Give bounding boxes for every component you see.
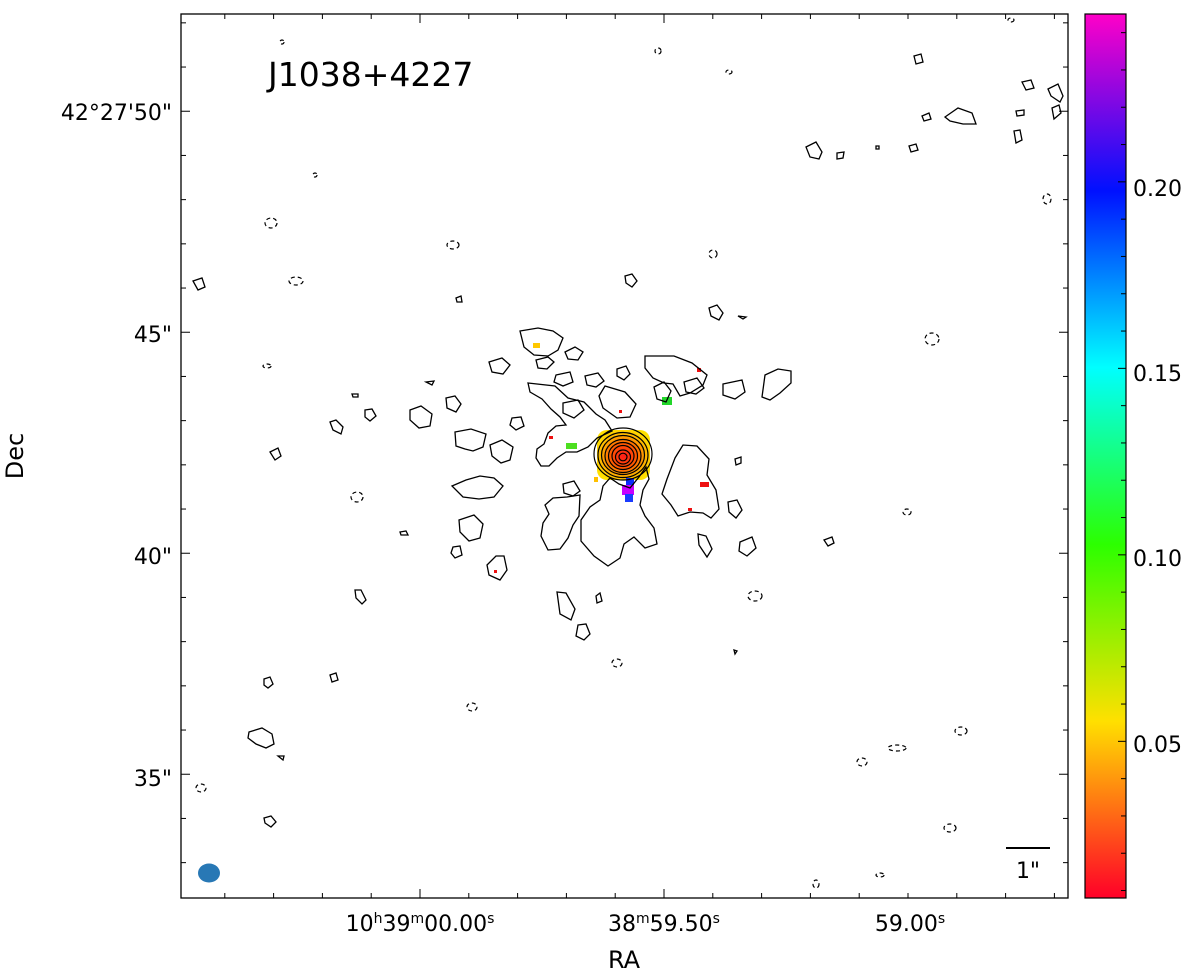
colorbar-frame: [1084, 13, 1127, 899]
x-axis-label: RA: [608, 946, 641, 974]
pixel: [619, 410, 622, 413]
pixel: [494, 570, 497, 573]
colorbar-tick-label: 0.05: [1133, 733, 1182, 758]
pixel: [700, 482, 709, 487]
axis-ticks: [181, 14, 1068, 898]
colorbar-tick-label: 0.20: [1133, 177, 1182, 202]
y-tick-label: 42°27'50": [61, 101, 172, 126]
scale-bar: 1": [1006, 847, 1050, 884]
pixel: [697, 368, 701, 372]
x-tick-label: 38m59.50s: [608, 911, 720, 937]
colorbar-gradient: [1085, 14, 1126, 898]
pixel: [566, 443, 577, 449]
pixel: [533, 343, 540, 348]
y-tick-label: 35": [134, 767, 172, 792]
jet-pixel: [626, 478, 634, 486]
map-area: 1" J1038+4227: [192, 17, 1064, 889]
positive-contours: [192, 53, 1064, 828]
colorbar-ticks: [1118, 32, 1126, 892]
beam-ellipse: [198, 863, 220, 883]
pixel: [549, 436, 553, 439]
pixel: [594, 477, 598, 482]
y-axis-label: Dec: [1, 433, 29, 479]
jet-pixel: [625, 494, 633, 502]
colorbar-tick-label: 0.10: [1133, 547, 1182, 572]
colorbar-tick-label: 0.15: [1133, 362, 1182, 387]
negative-contours: [195, 17, 1052, 889]
y-tick-label: 45": [134, 323, 172, 348]
scale-bar-label: 1": [1016, 859, 1040, 884]
chart-title: J1038+4227: [266, 55, 473, 94]
y-tick-label: 40": [134, 545, 172, 570]
colorbar-tick-labels: 0.05 0.10 0.15 0.20: [1133, 177, 1182, 758]
y-tick-labels: 42°27'50" 45" 40" 35": [61, 101, 172, 792]
jet-pixel: [622, 485, 634, 495]
plot-frame: [180, 13, 1069, 899]
core-contours: [593, 427, 653, 481]
colorbar: 0.05 0.10 0.15 0.20: [1084, 13, 1182, 899]
pixel: [688, 508, 692, 511]
x-tick-label: 10h39m00.00s: [346, 911, 495, 937]
x-tick-label: 59.00s: [875, 911, 945, 937]
x-tick-labels: 10h39m00.00s 38m59.50s 59.00s: [346, 911, 946, 937]
